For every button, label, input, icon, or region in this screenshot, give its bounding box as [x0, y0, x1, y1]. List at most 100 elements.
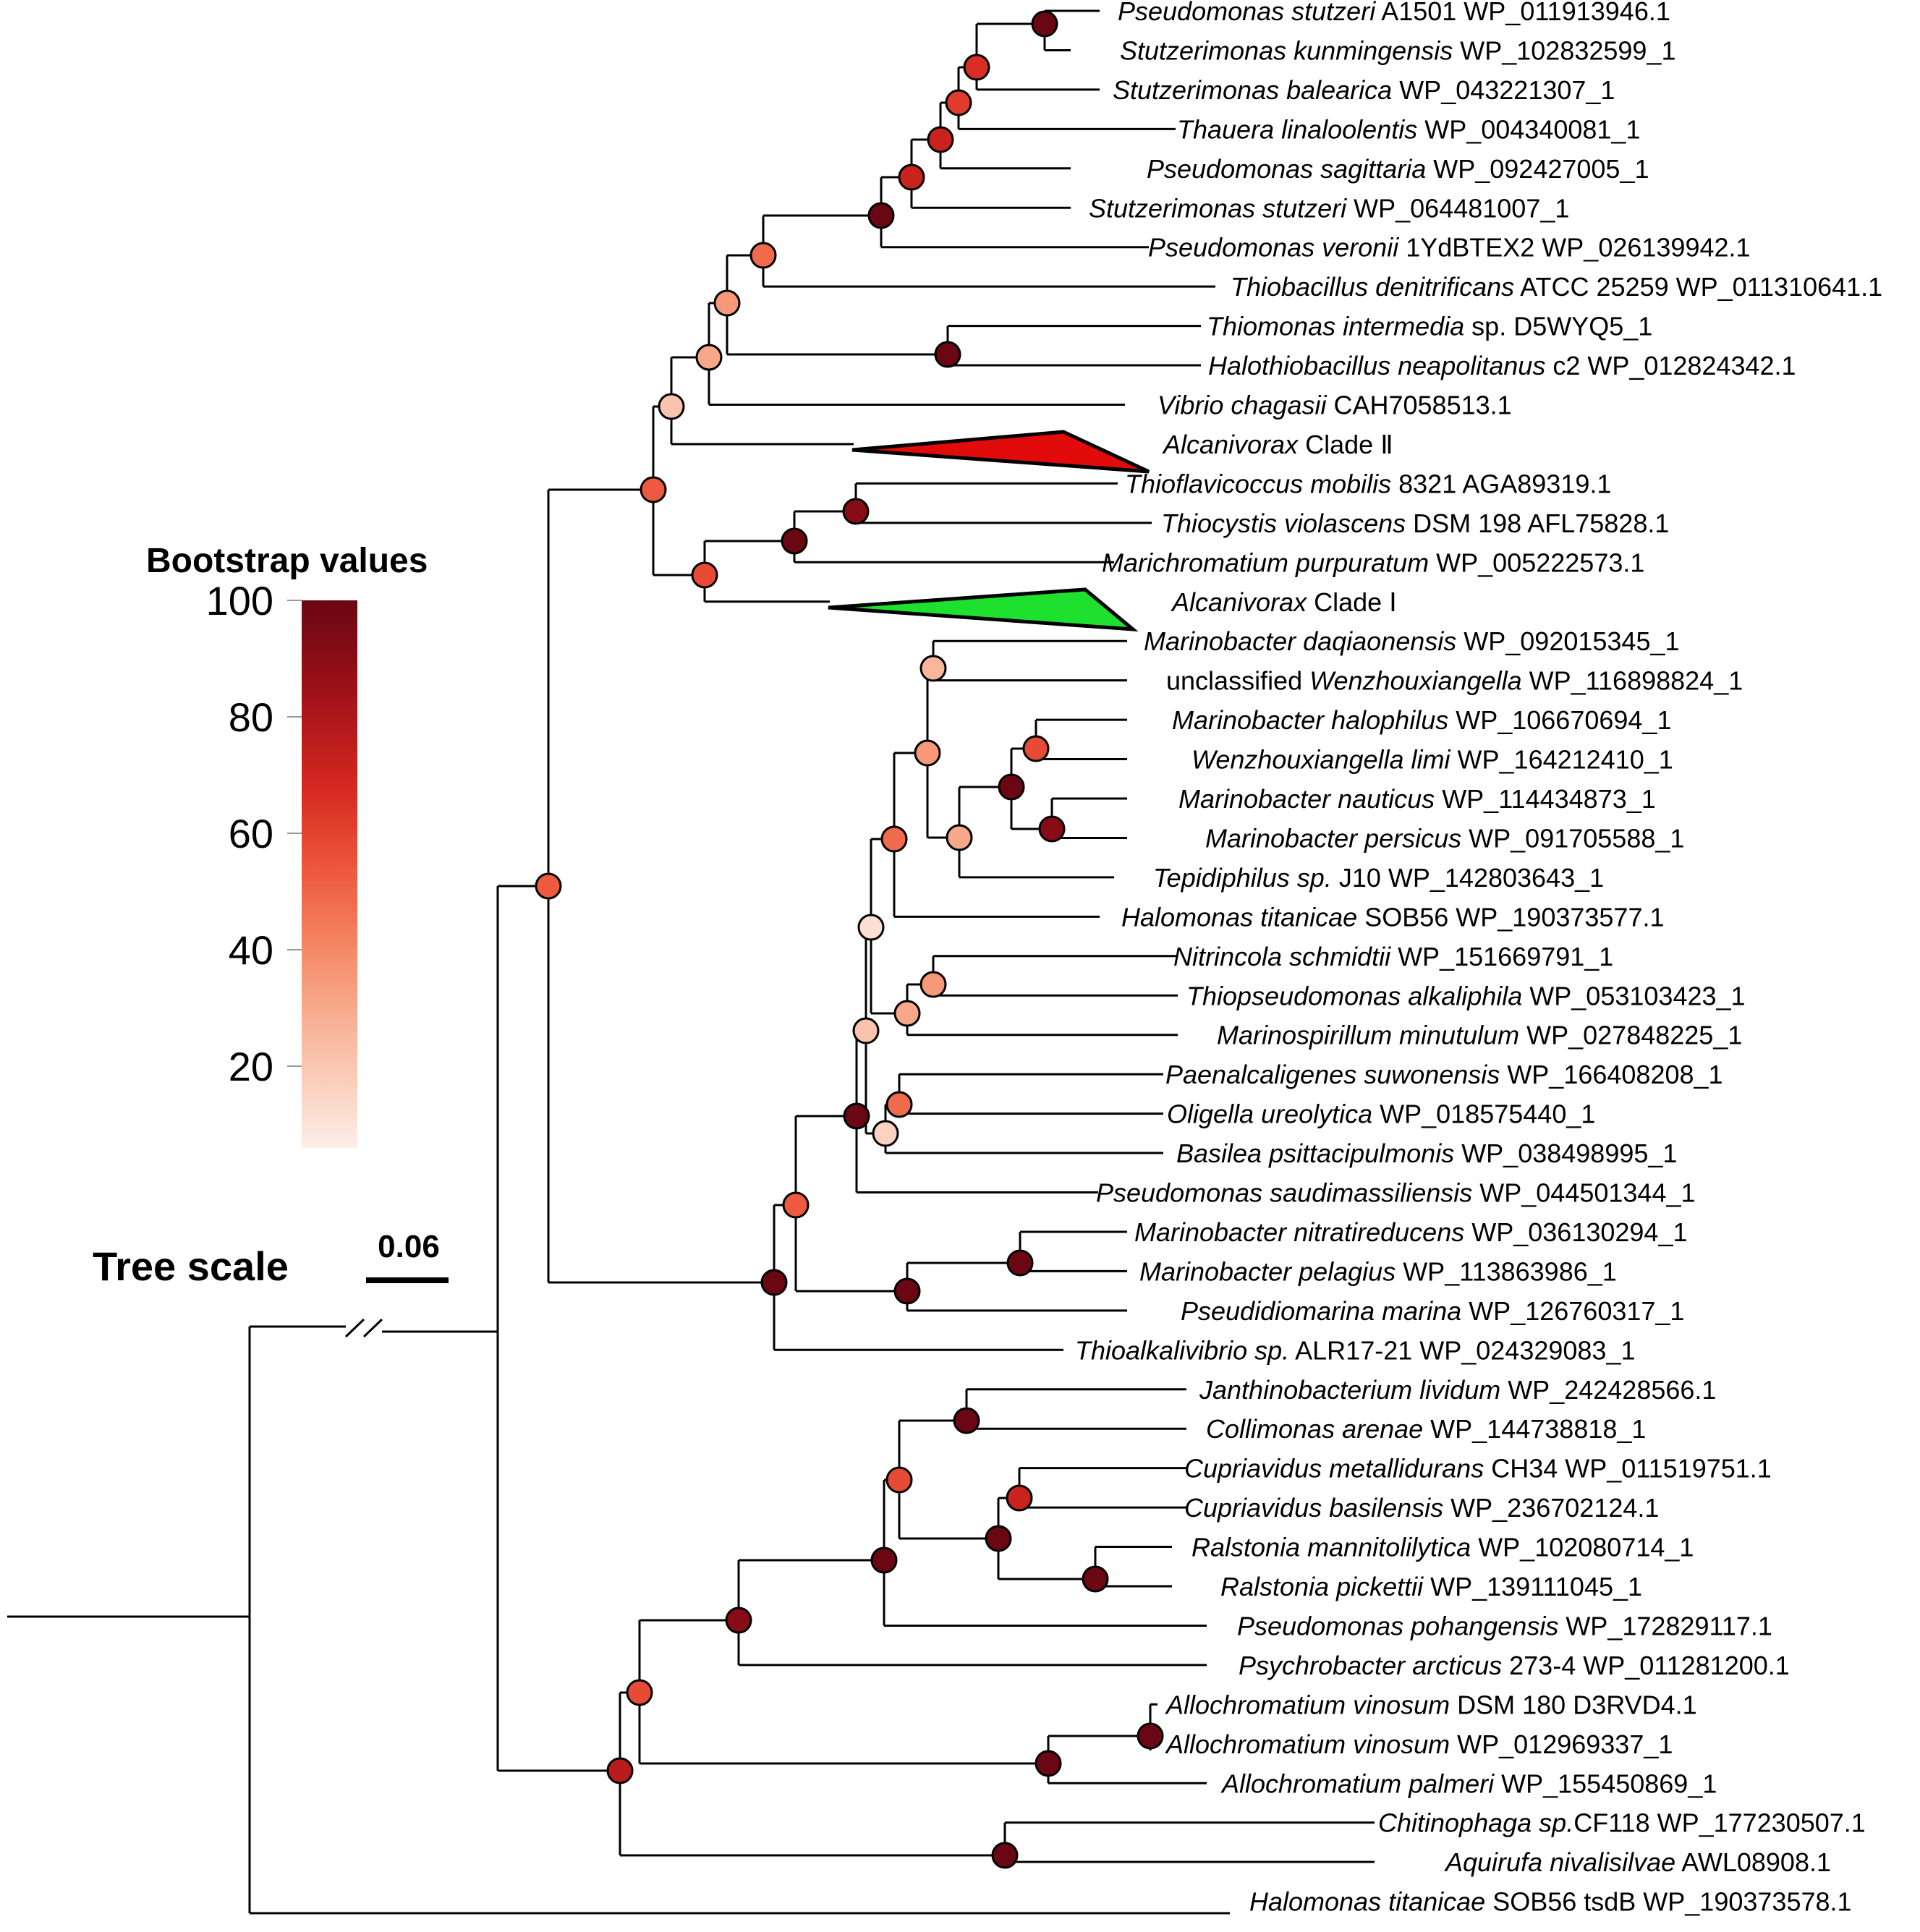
leaf-accession: 273-4 WP_011281200.1	[1502, 1651, 1790, 1680]
bootstrap-node-tfm-tv	[842, 498, 870, 525]
leaf-accession: WP_106670694_1	[1448, 705, 1671, 735]
bootstrap-node-pa-grp	[725, 1607, 752, 1634]
leaf-accession: J10 WP_142803643_1	[1332, 863, 1604, 893]
bootstrap-node-tl-grp	[945, 89, 972, 116]
legend-tick-20: 20	[229, 1044, 273, 1089]
leaf-accession: WP_005222573.1	[1429, 548, 1644, 577]
leaf-species: Ralstonia pickettii	[1220, 1572, 1424, 1601]
bootstrap-node-cm-cb	[1006, 1484, 1033, 1512]
leaf-accession: WP_064481007_1	[1346, 193, 1569, 223]
leaf-accession: 1YdBTEX2 WP_026139942.1	[1398, 233, 1750, 263]
bootstrap-node-ns-ta	[919, 971, 947, 998]
leaf-label: Collimonas arenae WP_144738818_1	[1206, 1414, 1646, 1444]
leaf-accession: WP_018575440_1	[1372, 1099, 1595, 1129]
bootstrap-node-upper	[640, 476, 667, 503]
leaf-species: Thiobacillus denitrificans	[1231, 272, 1514, 302]
colorbar	[302, 600, 357, 1148]
leaf-label: Marinobacter daqiaonensis WP_092015345_1	[1144, 626, 1680, 656]
bootstrap-node-ti-grp	[713, 289, 741, 317]
leaf-species: Pseudomonas saudimassiliensis	[1096, 1178, 1472, 1208]
leaf-species: Marinospirillum minutulum	[1217, 1021, 1519, 1050]
bootstrap-nodes	[535, 10, 1164, 1869]
leaf-species: Alcanivorax	[1162, 430, 1299, 459]
leaf-accession: CH34 WP_011519751.1	[1484, 1454, 1772, 1484]
leaf-accession: sp. D5WYQ5_1	[1464, 312, 1652, 341]
leaf-label: unclassified Wenzhouxiangella WP_1168988…	[1166, 666, 1743, 696]
leaf-species: Thauera linaloolentis	[1177, 114, 1417, 144]
leaf-species: Janthinobacterium lividum	[1199, 1375, 1500, 1405]
bootstrap-node-apal-grp	[1035, 1750, 1062, 1777]
leaf-accession: WP_004340081_1	[1417, 114, 1640, 144]
leaf-accession: WP_166408208_1	[1500, 1060, 1723, 1089]
legend-title: Bootstrap values	[146, 542, 428, 580]
leaf-label: Stutzerimonas balearica WP_043221307_1	[1113, 75, 1615, 105]
leaf-label: Alcanivorax Clade Ⅰ	[1171, 587, 1397, 617]
leaf-species: Stutzerimonas balearica	[1113, 75, 1392, 105]
leaf-species: Pseudomonas stutzeri	[1118, 0, 1376, 26]
leaf-accession: WP_092015345_1	[1456, 626, 1679, 656]
tree-scale-value: 0.06	[378, 1229, 440, 1264]
leaf-label: Pseudomonas stutzeri A1501 WP_011913946.…	[1118, 0, 1670, 26]
leaf-label: Tepidiphilus sp. J10 WP_142803643_1	[1153, 863, 1604, 893]
bootstrap-node-c2-grp	[658, 393, 685, 420]
bootstrap-node-mh-wl	[1022, 735, 1050, 762]
leaf-accession: 8321 AGA89319.1	[1391, 469, 1611, 498]
bootstrap-node-mni-mpl	[1006, 1249, 1034, 1277]
bootstrap-node-md-mh	[914, 739, 941, 767]
leaf-label: Marinospirillum minutulum WP_027848225_1	[1217, 1021, 1742, 1050]
bootstrap-node-psa-grp	[927, 126, 954, 153]
leaf-species: Marinobacter nauticus	[1178, 784, 1435, 814]
leaf-label: Thiocystis violascens DSM 198 AFL75828.1	[1161, 508, 1669, 538]
leaf-accession: WP_139111045_1	[1423, 1572, 1642, 1601]
leaf-label: Allochromatium palmeri WP_155450869_1	[1220, 1769, 1717, 1798]
leaf-accession: SOB56 WP_190373577.1	[1357, 902, 1664, 932]
bootstrap-node-jl-ca	[953, 1407, 980, 1434]
leaf-accession: WP_038498995_1	[1454, 1139, 1677, 1168]
leaf-label: Allochromatium vinosum WP_012969337_1	[1165, 1729, 1673, 1759]
alcanivorax-clade-2-triangle	[851, 430, 1150, 474]
leaf-label: Ralstonia mannitolilytica WP_102080714_1	[1191, 1533, 1694, 1562]
leaf-species: Collimonas arenae	[1206, 1414, 1423, 1444]
bootstrap-node-pv-grp	[867, 202, 895, 229]
bootstrap-node-lower	[606, 1757, 634, 1784]
leaf-species: Nitrincola schmidtii	[1173, 942, 1391, 971]
leaf-label: Pseudomonas sagittaria WP_092427005_1	[1147, 154, 1649, 184]
leaf-prefix: unclassified	[1166, 666, 1309, 696]
tree-branches	[7, 9, 1375, 1915]
leaf-label: Halomonas titanicae SOB56 WP_190373577.1	[1121, 902, 1665, 932]
bootstrap-node-nit-pae	[852, 1017, 880, 1044]
leaf-accession: ATCC 25259 WP_011310641.1	[1514, 272, 1882, 302]
leaf-species: Cupriavidus basilensis	[1184, 1493, 1443, 1523]
leaf-accession: WP_092427005_1	[1426, 154, 1649, 184]
leaf-label: Marinobacter nauticus WP_114434873_1	[1178, 784, 1656, 814]
bootstrap-node-tep-grp	[946, 824, 973, 851]
leaf-accession: WP_116898824_1	[1522, 666, 1743, 696]
broken-axis-mark	[362, 1318, 383, 1338]
leaf-accession: WP_172829117.1	[1558, 1611, 1772, 1641]
leaf-label: Psychrobacter arcticus 273-4 WP_01128120…	[1239, 1651, 1790, 1680]
bootstrap-node-rm-rp	[1082, 1565, 1109, 1593]
leaf-species: Psychrobacter arcticus	[1239, 1651, 1502, 1680]
leaf-species: Marinobacter daqiaonensis	[1144, 626, 1456, 656]
leaf-accession: Clade Ⅱ	[1298, 430, 1393, 459]
leaf-species: Pseudomonas veronii	[1148, 233, 1399, 263]
leaf-accession: WP_043221307_1	[1392, 75, 1615, 105]
leaf-species: Allochromatium vinosum	[1165, 1729, 1450, 1759]
leaf-accession: WP_102080714_1	[1471, 1533, 1694, 1562]
bootstrap-node-mh-mn	[998, 773, 1025, 801]
leaf-species: Oligella ureolytica	[1167, 1099, 1372, 1129]
leaf-label: Thiomonas intermedia sp. D5WYQ5_1	[1207, 312, 1652, 341]
leaf-species: Marichromatium purpuratum	[1102, 548, 1429, 577]
leaf-accession: WP_242428566.1	[1500, 1375, 1716, 1405]
leaf-species: Paenalcaligenes suwonensis	[1165, 1060, 1500, 1089]
leaf-accession: WP_126760317_1	[1461, 1296, 1684, 1326]
leaf-species: Stutzerimonas stutzeri	[1089, 193, 1347, 223]
leaf-species: Marinobacter halophilus	[1172, 705, 1448, 735]
leaf-label: Basilea psittacipulmonis WP_038498995_1	[1176, 1139, 1677, 1168]
leaf-species: Ralstonia mannitolilytica	[1191, 1533, 1471, 1562]
leaf-accession: c2 WP_012824342.1	[1545, 351, 1796, 380]
leaf-label: Pseudidiomarina marina WP_126760317_1	[1181, 1296, 1684, 1326]
bootstrap-legend: Bootstrap values 100 80 60 40 20	[146, 542, 428, 1148]
leaf-accession: WP_155450869_1	[1494, 1769, 1717, 1798]
leaf-species: Pseudomonas pohangensis	[1237, 1611, 1558, 1641]
